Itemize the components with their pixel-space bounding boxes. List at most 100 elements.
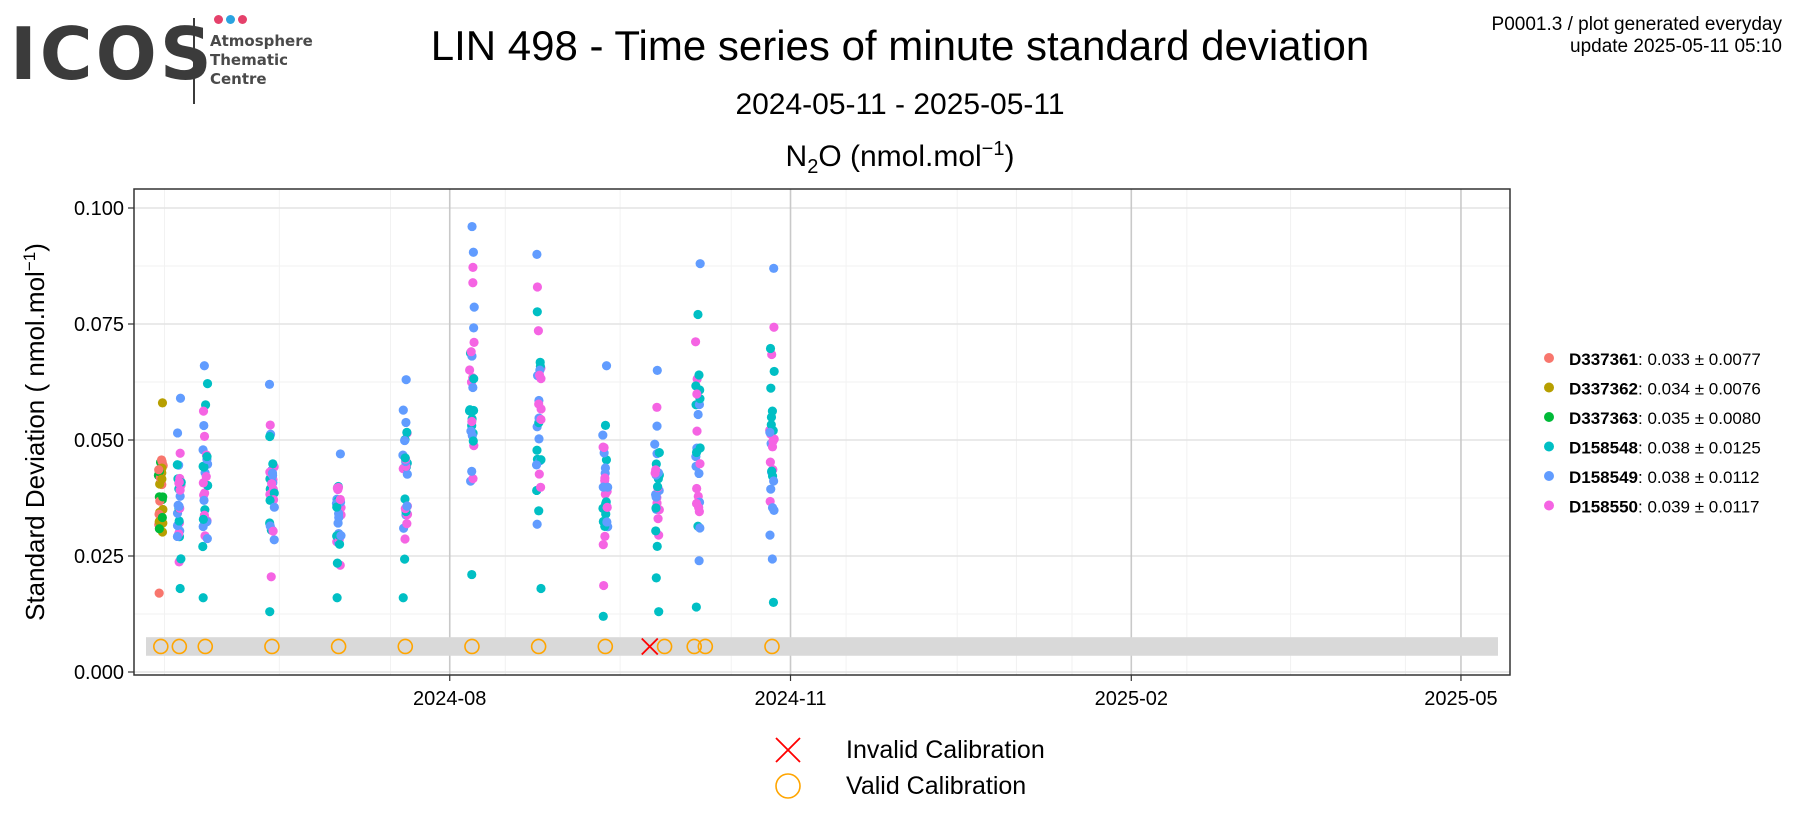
data-point bbox=[402, 519, 412, 529]
data-point bbox=[768, 436, 778, 446]
data-point bbox=[198, 521, 208, 532]
legend-key bbox=[1544, 500, 1554, 511]
data-point bbox=[695, 459, 705, 469]
legend-series-stats: : 0.038 ± 0.0112 bbox=[1638, 468, 1760, 487]
data-point bbox=[600, 463, 611, 473]
data-point bbox=[691, 602, 701, 612]
calibration-legend-label: Invalid Calibration bbox=[846, 736, 1045, 764]
data-point bbox=[172, 428, 183, 438]
data-point bbox=[532, 249, 542, 259]
data-point bbox=[692, 389, 702, 399]
data-point bbox=[269, 502, 279, 512]
data-point bbox=[172, 531, 183, 542]
data-point bbox=[199, 495, 209, 505]
data-point bbox=[469, 337, 479, 347]
data-point bbox=[654, 607, 664, 617]
data-point bbox=[175, 583, 185, 594]
valid-calibration-legend-key bbox=[775, 773, 801, 799]
data-point bbox=[765, 457, 775, 467]
logo-line-2: Thematic bbox=[210, 51, 289, 69]
legend-series-name: D337361 bbox=[1569, 350, 1638, 369]
gas-subscript: 2 bbox=[807, 156, 819, 178]
y-axis-title-superscript: −1 bbox=[20, 252, 39, 271]
data-point bbox=[651, 503, 661, 513]
data-point bbox=[202, 379, 213, 389]
gas-unit-heading: N2O (nmol.mol−1) bbox=[0, 138, 1800, 179]
data-point bbox=[598, 482, 608, 492]
data-point bbox=[154, 524, 164, 534]
data-point bbox=[333, 482, 344, 493]
data-point bbox=[532, 519, 542, 529]
gas-superscript: −1 bbox=[981, 138, 1005, 160]
y-tick-label: 0.025 bbox=[74, 546, 124, 568]
data-point bbox=[534, 370, 545, 380]
data-point bbox=[695, 523, 705, 533]
data-point bbox=[400, 534, 410, 544]
invalid-calibration-marker bbox=[641, 637, 659, 656]
valid-calibration-marker bbox=[197, 638, 214, 655]
data-point bbox=[469, 323, 479, 333]
valid-calibration-marker bbox=[330, 638, 347, 655]
data-point bbox=[602, 502, 612, 512]
data-point bbox=[650, 439, 660, 449]
logo-divider bbox=[193, 18, 195, 104]
data-point bbox=[766, 484, 776, 494]
data-point bbox=[198, 541, 208, 552]
data-point bbox=[154, 465, 164, 475]
data-point bbox=[769, 366, 779, 377]
data-point bbox=[536, 583, 546, 594]
data-point bbox=[332, 558, 343, 568]
calibration-band bbox=[146, 637, 1498, 656]
chart-title: LIN 498 - Time series of minute standard… bbox=[430, 22, 1370, 69]
data-point bbox=[335, 449, 345, 459]
data-point bbox=[467, 221, 477, 232]
legend-series-name: D158548 bbox=[1569, 439, 1638, 458]
valid-calibration-marker bbox=[764, 638, 780, 655]
valid-calibration-marker bbox=[397, 638, 414, 655]
data-point bbox=[767, 554, 777, 564]
data-point bbox=[157, 474, 167, 484]
data-point bbox=[157, 512, 167, 523]
data-point bbox=[175, 393, 186, 403]
data-point bbox=[765, 530, 775, 540]
data-point bbox=[334, 539, 345, 549]
data-point bbox=[532, 307, 542, 317]
data-point bbox=[199, 431, 210, 441]
data-point bbox=[401, 417, 411, 428]
data-point bbox=[469, 374, 479, 384]
y-tick-label: 0.075 bbox=[74, 314, 124, 336]
data-point bbox=[599, 442, 609, 453]
legend-key bbox=[1544, 471, 1554, 481]
x-tick-label: 2024-11 bbox=[755, 688, 827, 710]
data-point bbox=[534, 506, 544, 516]
data-point bbox=[767, 406, 777, 416]
data-point bbox=[468, 247, 478, 257]
data-point bbox=[265, 420, 275, 430]
data-point bbox=[334, 512, 344, 523]
data-point bbox=[652, 482, 663, 492]
data-point bbox=[467, 569, 477, 580]
y-axis-title-end: ) bbox=[20, 243, 50, 252]
legend-key bbox=[1544, 382, 1554, 393]
legend-series-stats: : 0.035 ± 0.0080 bbox=[1638, 409, 1761, 428]
data-point bbox=[468, 278, 478, 288]
data-point bbox=[402, 427, 412, 437]
legend-series-stats: : 0.033 ± 0.0077 bbox=[1638, 350, 1761, 369]
data-point bbox=[651, 526, 661, 536]
data-point bbox=[602, 517, 612, 527]
data-point bbox=[202, 533, 212, 544]
data-point bbox=[402, 501, 412, 511]
plot-panel bbox=[134, 189, 1510, 675]
valid-calibration-marker bbox=[597, 638, 614, 655]
valid-calibration-marker bbox=[153, 638, 169, 655]
logo-line-3: Centre bbox=[210, 70, 267, 88]
data-point bbox=[268, 526, 278, 536]
x-tick-label: 2025-05 bbox=[1424, 688, 1497, 710]
data-point bbox=[768, 597, 779, 608]
data-point bbox=[267, 468, 278, 478]
data-point bbox=[652, 402, 662, 412]
gas-mid: O (nmol.mol bbox=[818, 140, 982, 173]
data-point bbox=[694, 556, 704, 566]
data-point bbox=[154, 588, 164, 598]
data-point bbox=[332, 593, 342, 603]
